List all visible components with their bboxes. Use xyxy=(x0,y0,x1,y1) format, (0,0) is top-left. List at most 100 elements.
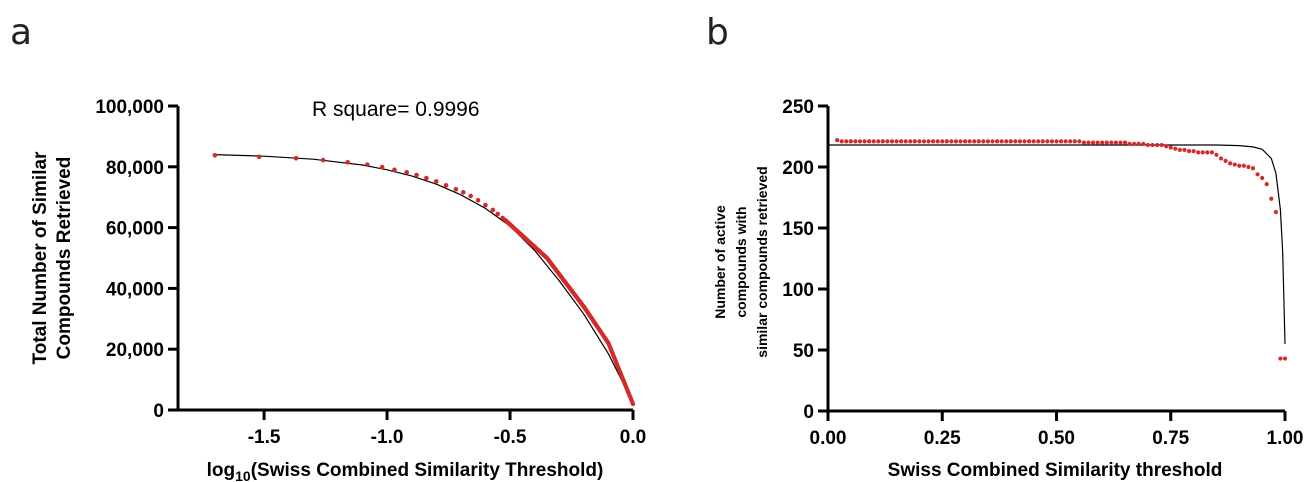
y-axis-title-b-line1: Number of active xyxy=(712,205,728,319)
x-tick-label: 0.25 xyxy=(924,428,961,449)
data-point xyxy=(1232,162,1237,167)
data-point xyxy=(1081,140,1087,145)
y-axis-title-b-line2: compounds with xyxy=(733,206,749,317)
x-tick-label: -1.0 xyxy=(371,427,404,448)
data-point xyxy=(889,139,895,144)
data-point xyxy=(1282,356,1288,361)
data-point xyxy=(1127,141,1132,146)
y-tick-label: 20,000 xyxy=(106,340,164,361)
data-point xyxy=(1246,164,1251,170)
data-point xyxy=(483,202,488,208)
annotation-r-square: R square= 0.9996 xyxy=(312,98,480,121)
data-point xyxy=(1100,140,1105,145)
y-tick-label: 0 xyxy=(803,402,814,423)
data-point xyxy=(1241,163,1246,168)
x-tick-label: 0.75 xyxy=(1152,428,1189,449)
data-point xyxy=(1237,163,1242,168)
data-point xyxy=(1250,166,1256,171)
data-point xyxy=(844,139,849,144)
data-point xyxy=(1022,139,1027,144)
x-axis-title-a-subscript: 10 xyxy=(235,468,251,482)
data-point xyxy=(1109,140,1114,145)
data-point xyxy=(1173,146,1178,151)
data-point xyxy=(1054,139,1059,144)
data-point xyxy=(1159,142,1164,148)
x-tick-label: -1.5 xyxy=(248,427,281,448)
data-point xyxy=(921,139,927,144)
data-point xyxy=(630,401,636,407)
data-point xyxy=(379,164,385,170)
data-point xyxy=(1026,139,1032,144)
fit-line xyxy=(828,144,1286,344)
data-point xyxy=(994,139,1000,144)
data-point xyxy=(1077,139,1082,144)
data-point xyxy=(1191,149,1196,154)
data-point xyxy=(839,139,844,144)
data-point xyxy=(1150,142,1155,148)
y-axis-title-a-line2: Compounds Retrieved xyxy=(54,157,75,360)
data-point xyxy=(1072,139,1077,144)
data-point xyxy=(935,139,940,144)
y-tick-label: 0 xyxy=(153,401,164,422)
data-point xyxy=(912,139,917,144)
data-point xyxy=(981,139,986,144)
data-point xyxy=(958,139,963,144)
data-point xyxy=(1086,140,1091,145)
data-point xyxy=(490,207,496,213)
data-point xyxy=(1182,147,1187,153)
data-point xyxy=(404,169,410,175)
data-point xyxy=(320,157,326,163)
y-tick-label: 50 xyxy=(793,341,814,362)
data-point xyxy=(495,211,501,217)
data-point xyxy=(1177,147,1182,153)
data-point xyxy=(876,139,881,144)
y-axis-title-b-line3: similar compounds retrieved xyxy=(754,166,770,357)
data-point xyxy=(345,159,351,165)
data-point xyxy=(1058,139,1064,144)
panel-label-b: b xyxy=(706,12,729,53)
data-point xyxy=(999,139,1004,144)
y-tick-label: 80,000 xyxy=(106,158,164,179)
data-point xyxy=(917,139,922,144)
data-point xyxy=(1031,139,1036,144)
data-point xyxy=(1049,139,1055,144)
y-ticks-b: 0 50 100 150 200 250 xyxy=(782,97,828,423)
data-point xyxy=(1209,150,1214,155)
data-point xyxy=(1136,141,1141,146)
data-point xyxy=(1068,139,1073,144)
y-tick-label: 40,000 xyxy=(106,279,164,300)
data-point xyxy=(1214,152,1219,157)
data-point xyxy=(967,139,972,144)
data-point xyxy=(1095,140,1100,145)
x-tick-label: 0.00 xyxy=(810,428,847,449)
data-point xyxy=(940,139,945,144)
data-point xyxy=(1122,140,1128,145)
data-point xyxy=(1040,139,1045,144)
y-tick-label: 100 xyxy=(782,280,814,301)
data-point xyxy=(443,183,449,188)
data-point xyxy=(1164,144,1169,149)
data-point xyxy=(985,139,991,144)
x-axis-title-a: log10(Swiss Combined Similarity Threshol… xyxy=(207,460,604,482)
data-point xyxy=(944,139,949,144)
fit-line xyxy=(214,154,634,406)
data-point xyxy=(1132,141,1137,146)
data-point xyxy=(424,175,429,181)
data-point xyxy=(857,139,863,144)
data-points-b xyxy=(835,138,1288,361)
x-tick-label: 0.0 xyxy=(620,427,646,448)
data-point xyxy=(1154,142,1160,148)
data-point xyxy=(931,139,936,144)
y-axis-title-a-line1: Total Number of Similar xyxy=(30,151,51,365)
x-axis-title-a-log: log xyxy=(207,460,236,481)
data-point xyxy=(1269,196,1274,201)
data-point xyxy=(1264,181,1269,187)
data-point xyxy=(926,139,931,144)
data-point xyxy=(1218,156,1224,161)
y-tick-label: 100,000 xyxy=(95,97,164,118)
data-point xyxy=(1113,140,1119,145)
data-point xyxy=(963,139,968,144)
data-point xyxy=(392,167,397,173)
data-point xyxy=(894,139,899,144)
data-point xyxy=(1273,210,1278,215)
